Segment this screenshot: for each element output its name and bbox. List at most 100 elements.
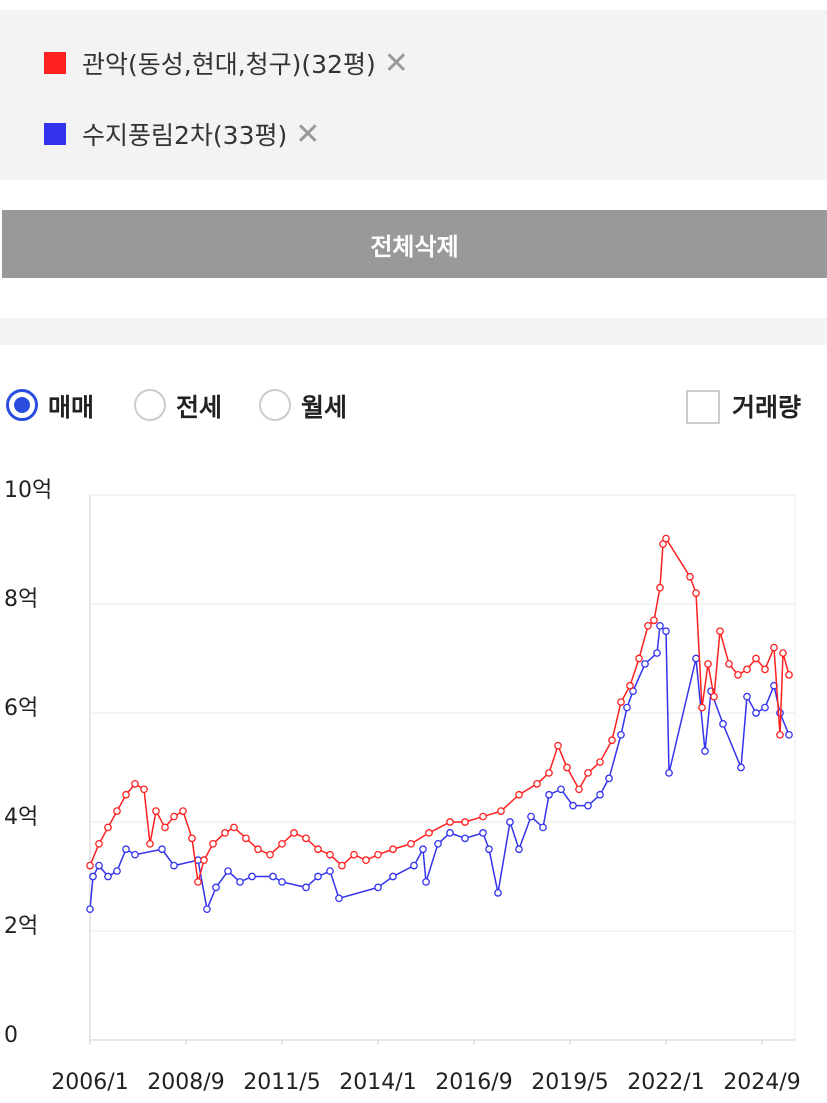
data-point	[425, 829, 433, 837]
data-point	[533, 779, 541, 788]
data-point	[617, 698, 625, 706]
data-point	[410, 861, 418, 870]
data-point	[617, 730, 625, 739]
data-point	[653, 649, 661, 657]
y-tick-label: 2억	[4, 914, 38, 939]
x-tick-label: 2016/9	[435, 1070, 512, 1095]
data-point	[158, 845, 166, 854]
data-point	[266, 850, 274, 859]
remove-button[interactable]: ✕	[295, 116, 321, 152]
data-point	[278, 878, 286, 886]
data-point	[737, 763, 745, 772]
data-point	[776, 730, 784, 739]
data-point	[515, 845, 523, 854]
y-tick-label: 8억	[4, 587, 38, 612]
data-point	[254, 845, 262, 854]
data-point	[752, 709, 760, 717]
x-tick-label: 2011/5	[243, 1070, 320, 1095]
data-point	[656, 621, 664, 630]
data-point	[710, 692, 718, 701]
data-point	[575, 785, 583, 794]
data-point	[515, 790, 523, 799]
data-point	[221, 829, 229, 837]
data-point	[785, 671, 793, 679]
data-point	[719, 720, 727, 728]
data-point	[662, 627, 670, 636]
data-point	[596, 790, 604, 799]
data-point	[608, 736, 616, 745]
data-point	[770, 643, 778, 652]
clear-all-button[interactable]: 전체삭제	[2, 210, 827, 278]
data-point	[506, 818, 514, 826]
x-tick-label: 2019/5	[531, 1070, 608, 1095]
data-point	[269, 872, 277, 881]
data-point	[422, 878, 430, 886]
radio-button[interactable]	[259, 389, 291, 421]
legend-item: 관악(동성,현대,청구)(32평) ✕	[44, 43, 409, 83]
data-point	[557, 785, 565, 794]
data-point	[539, 823, 547, 832]
data-point	[326, 850, 334, 859]
data-point	[95, 839, 103, 848]
radio-label[interactable]: 매매	[48, 393, 95, 422]
legend-item: 수지풍림2차(33평) ✕	[44, 114, 320, 154]
radio-label[interactable]: 전세	[176, 393, 223, 422]
data-point	[644, 621, 652, 630]
data-point	[302, 883, 310, 892]
data-point	[434, 839, 442, 848]
data-point	[224, 867, 232, 875]
data-point	[701, 747, 709, 755]
data-point	[389, 872, 397, 881]
data-point	[179, 807, 187, 815]
data-point	[86, 905, 94, 914]
data-point	[290, 829, 298, 837]
data-point	[326, 867, 334, 875]
data-point	[122, 790, 130, 799]
volume-label[interactable]: 거래량	[732, 393, 802, 422]
data-point	[734, 671, 742, 679]
data-point	[635, 654, 643, 663]
data-point	[554, 741, 562, 750]
data-point	[212, 883, 220, 892]
data-point	[95, 861, 103, 870]
data-point	[242, 834, 250, 843]
radio-label[interactable]: 월세	[301, 393, 348, 422]
radio-button[interactable]	[6, 389, 38, 421]
data-point	[761, 665, 769, 674]
data-point	[479, 829, 487, 837]
data-point	[545, 790, 553, 799]
data-point	[161, 823, 169, 832]
data-point	[146, 839, 154, 848]
data-point	[479, 812, 487, 821]
data-point	[446, 818, 454, 826]
data-point	[389, 845, 397, 854]
data-point	[374, 883, 382, 892]
legend-swatch	[44, 52, 66, 74]
data-point	[131, 850, 139, 859]
series-line	[89, 624, 790, 912]
data-point	[152, 807, 160, 815]
data-point	[140, 785, 148, 794]
y-tick-label: 6억	[4, 696, 38, 721]
data-point	[362, 856, 370, 864]
data-point	[584, 769, 592, 777]
data-point	[584, 801, 592, 810]
x-tick-label: 2008/9	[147, 1070, 224, 1095]
volume-checkbox[interactable]	[686, 390, 720, 424]
radio-button[interactable]	[134, 389, 166, 421]
data-point	[641, 660, 649, 668]
y-tick-label: 10억	[4, 478, 52, 503]
data-point	[302, 834, 310, 843]
data-point	[665, 769, 673, 777]
data-point	[686, 572, 694, 581]
legend-swatch	[44, 123, 66, 145]
data-point	[725, 660, 733, 668]
data-point	[209, 839, 217, 848]
data-point	[338, 861, 346, 870]
remove-button[interactable]: ✕	[383, 45, 409, 81]
data-point	[692, 589, 700, 597]
data-point	[623, 703, 631, 712]
data-point	[170, 861, 178, 870]
data-point	[86, 861, 94, 870]
